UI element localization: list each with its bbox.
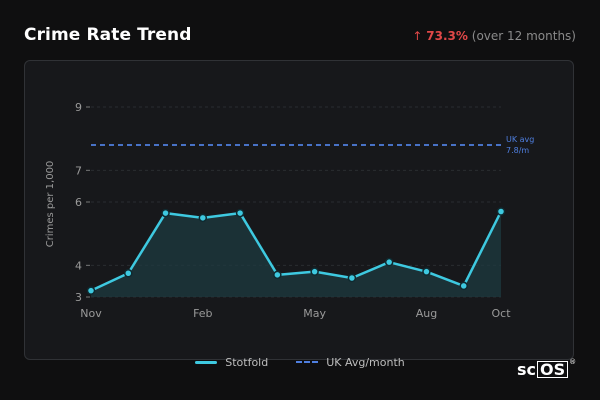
data-point — [86, 286, 96, 295]
legend-swatch-solid — [195, 360, 218, 364]
legend-item-uk-avg[interactable]: UK Avg/month — [296, 356, 405, 369]
data-point — [496, 207, 506, 216]
chart-legend: Stotfold UK Avg/month — [0, 354, 600, 370]
chart-title: Crime Rate Trend — [24, 25, 192, 45]
x-tick-label: Oct — [491, 307, 511, 320]
brand-prefix: sc — [517, 360, 537, 379]
data-point — [310, 267, 319, 276]
legend-item-stotfold[interactable]: Stotfold — [195, 356, 268, 369]
data-point — [124, 269, 133, 278]
legend-label: Stotfold — [225, 355, 269, 369]
data-point — [422, 267, 431, 276]
series-line-stotfold — [90, 210, 503, 292]
series-layer — [86, 144, 506, 297]
change-summary: ↑ 73.3% (over 12 months) — [412, 29, 576, 43]
data-point — [273, 270, 282, 280]
x-tick-label: Aug — [416, 307, 437, 320]
uk-avg-annotation-line1: UK avg — [506, 135, 534, 144]
y-axis-label: Crimes per 1,000 — [45, 161, 56, 248]
y-tick-label: 3 — [75, 291, 82, 304]
brand-logo: sc OS ® — [517, 357, 577, 380]
data-point — [161, 208, 170, 218]
brand-boxed: OS — [537, 361, 569, 378]
series-area-fill — [91, 211, 501, 297]
x-tick-label: Feb — [193, 307, 212, 320]
chart-header: Crime Rate Trend ↑ 73.3% (over 12 months… — [24, 24, 576, 50]
data-point — [459, 281, 468, 291]
chart-card — [24, 60, 574, 360]
change-period: (over 12 months) — [471, 29, 576, 43]
data-point — [198, 213, 208, 223]
data-point — [235, 208, 245, 218]
axes — [86, 106, 90, 298]
y-tick-label: 4 — [75, 259, 82, 272]
legend-label: UK Avg/month — [326, 355, 405, 369]
data-point — [384, 257, 394, 267]
y-tick-label: 7 — [75, 164, 82, 177]
legend-swatch-dashed — [296, 361, 319, 363]
uk-avg-annotation-line2: 7.8/m — [506, 146, 529, 155]
trend-up-icon: ↑ — [412, 29, 423, 43]
labels: 3 4 6 7 9 Nov Feb May Aug Oct Crimes per 1,000 UK a… — [45, 101, 534, 320]
x-tick-label: May — [303, 307, 326, 320]
y-tick-label: 6 — [75, 196, 82, 209]
data-point — [347, 273, 357, 283]
registered-mark: ® — [569, 357, 577, 366]
change-percentage: 73.3% — [426, 29, 468, 43]
x-tick-label: Nov — [80, 307, 102, 320]
y-tick-label: 9 — [75, 101, 82, 114]
